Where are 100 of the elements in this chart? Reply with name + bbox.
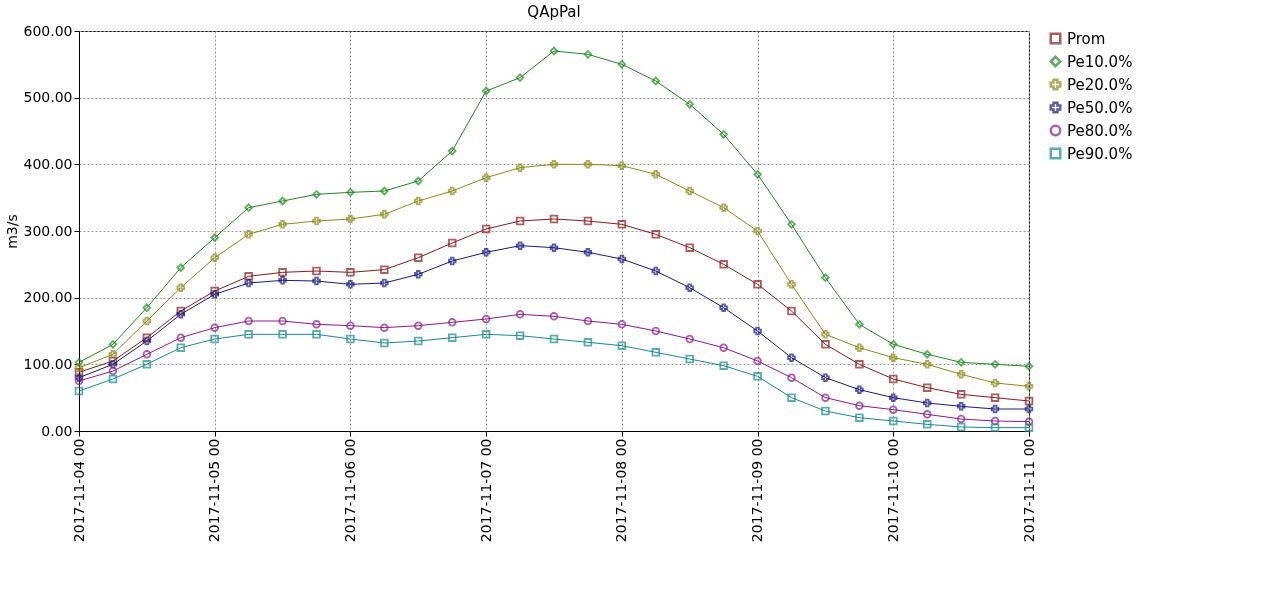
point [617,60,627,69]
point [617,220,627,229]
point [990,393,1000,402]
point [956,370,966,379]
point [176,333,186,342]
point [922,420,932,429]
point [787,280,796,289]
point [787,306,796,316]
point [549,160,559,169]
y-tick-label: 400.00 [23,155,73,172]
point [244,330,253,339]
point [346,214,355,224]
point [481,86,491,96]
point [685,283,694,292]
point [990,378,1000,388]
point [1024,423,1034,432]
point [380,323,389,332]
point [210,323,219,332]
legend-label: Pe20.0% [1067,75,1133,94]
point [278,268,287,277]
point [889,393,898,402]
point [990,360,1000,369]
x-tick-label: 2017-11-09 00 [749,438,766,543]
point [481,330,491,339]
point [821,373,830,382]
point [108,356,118,366]
point [956,358,966,367]
point [889,405,898,414]
point [956,390,966,399]
point [515,216,525,226]
point [549,46,559,56]
point [821,393,830,402]
point [346,334,355,344]
point [312,190,321,199]
point [414,270,423,279]
point [312,320,321,329]
point [889,374,898,384]
point [583,160,593,169]
point [278,330,287,339]
chart-title: QApPal [527,3,581,21]
point [855,401,864,410]
point [210,253,219,262]
point [346,188,355,197]
x-tick-label: 2017-11-11 00 [1020,438,1037,543]
x-tick-label: 2017-11-06 00 [341,438,358,543]
point [753,170,762,179]
point [922,410,932,419]
x-tick-label: 2017-11-08 00 [613,438,630,543]
x-tick-label: 2017-11-07 00 [477,438,494,543]
point [617,161,627,170]
point [210,334,219,344]
point [447,256,457,266]
point [312,216,321,226]
point [142,303,152,312]
point [414,176,423,186]
point [74,368,84,377]
point [108,366,118,376]
x-tick-label: 2017-11-10 00 [884,438,901,543]
point [447,146,457,156]
point [142,350,152,359]
point [447,318,457,327]
point [651,76,661,86]
legend-label: Pe10.0% [1067,52,1133,71]
y-tick-label: 300.00 [23,222,73,239]
point [278,276,287,285]
point [617,341,627,350]
point [719,303,728,312]
y-tick-label: 500.00 [23,89,73,106]
legend-label: Pe80.0% [1067,121,1133,140]
point [855,413,864,422]
point [753,226,762,236]
point [685,334,694,344]
point [244,203,253,212]
point [1024,382,1034,391]
point [617,254,627,264]
point [821,273,830,282]
point [481,173,491,182]
point [380,210,389,219]
point [753,326,762,336]
point [244,230,253,239]
point [447,333,457,342]
legend-label: Pe90.0% [1067,144,1133,163]
point [922,360,932,369]
x-tick-label: 2017-11-05 00 [206,438,223,543]
point [821,340,830,349]
point [821,406,830,416]
point [515,241,525,250]
point [990,416,1000,426]
point [889,353,898,362]
point [787,353,796,362]
point [142,316,152,326]
point [447,238,457,248]
point [312,330,321,339]
point [990,404,1000,414]
point [990,423,1000,432]
point [685,186,694,196]
point [176,343,186,352]
point [414,196,423,206]
point [583,248,593,257]
point [108,360,118,369]
